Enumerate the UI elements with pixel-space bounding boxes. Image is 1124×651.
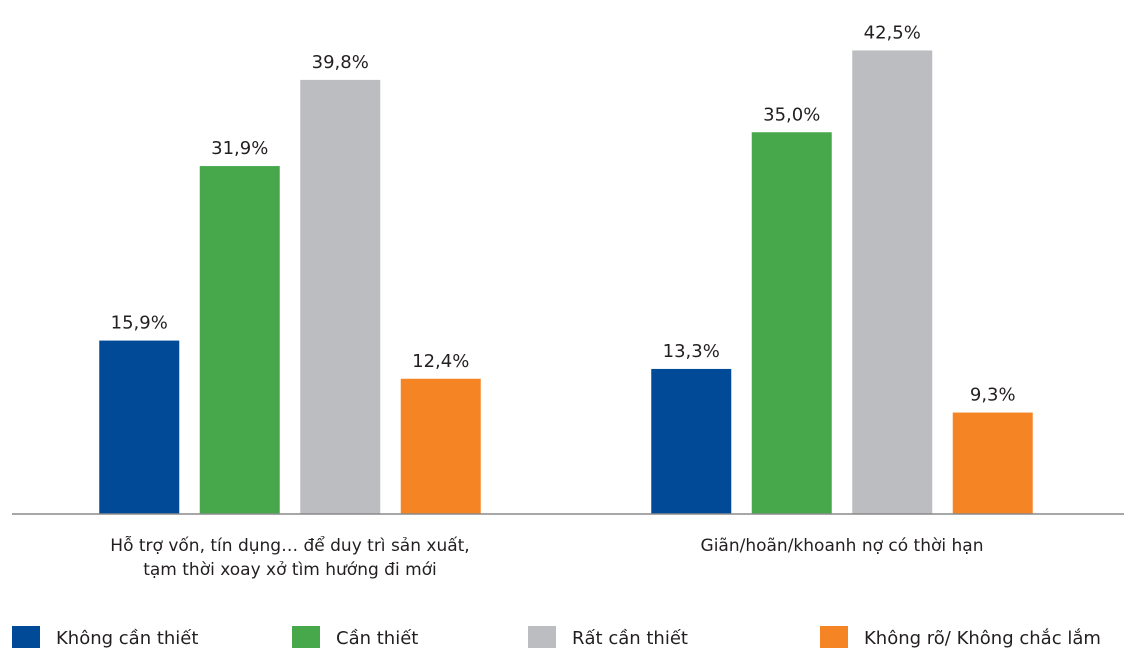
value-label: 9,3%	[970, 385, 1016, 406]
value-label: 35,0%	[763, 104, 820, 125]
legend-label: Không rõ/ Không chắc lắm	[864, 628, 1101, 649]
legend-label: Rất cần thiết	[572, 628, 688, 649]
bar	[99, 340, 180, 514]
bar	[199, 166, 280, 514]
bar	[852, 50, 933, 514]
x-tick-label: Hỗ trợ vốn, tín dụng… để duy trì sản xuấ…	[110, 536, 470, 580]
legend-swatch	[528, 626, 556, 648]
x-tick-label: Giãn/hoãn/khoanh nợ có thời hạn	[700, 536, 984, 556]
legend-label: Cần thiết	[336, 628, 418, 649]
value-label: 39,8%	[312, 52, 369, 73]
value-label: 31,9%	[211, 138, 268, 159]
value-label: 13,3%	[663, 341, 720, 362]
bar	[300, 79, 381, 514]
legend-swatch	[820, 626, 848, 648]
bar	[651, 368, 732, 514]
legend-label: Không cần thiết	[56, 628, 198, 649]
bar	[400, 378, 481, 514]
bar	[952, 412, 1033, 514]
legend-swatch	[292, 626, 320, 648]
legend-swatch	[12, 626, 40, 648]
value-label: 42,5%	[864, 22, 921, 43]
value-label: 12,4%	[412, 351, 469, 372]
value-label: 15,9%	[111, 313, 168, 334]
bar	[751, 132, 832, 515]
